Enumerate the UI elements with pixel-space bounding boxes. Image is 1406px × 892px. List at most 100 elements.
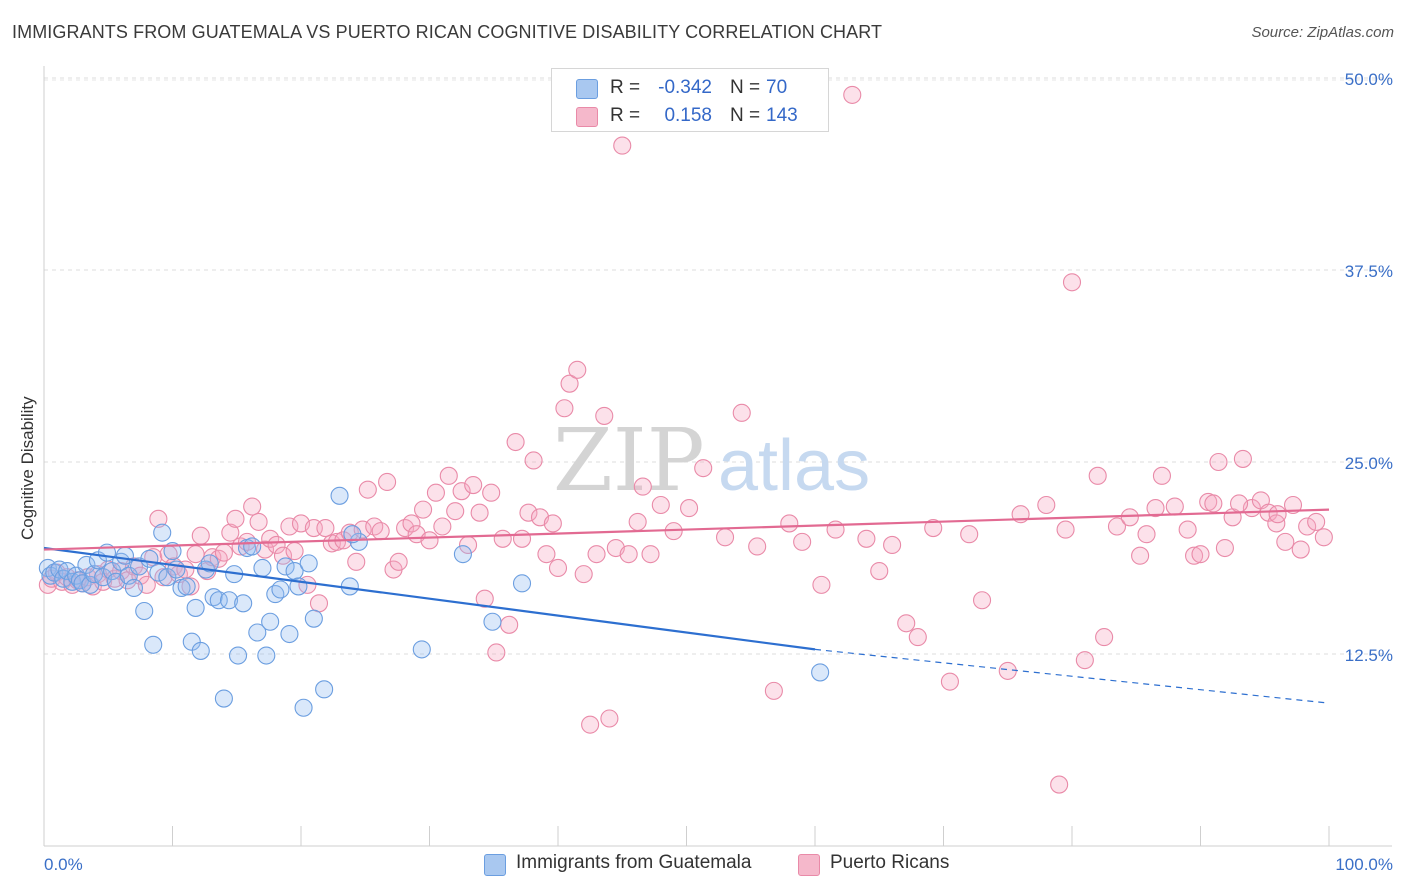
bottom-legend-label: Immigrants from Guatemala — [516, 852, 752, 873]
data-point — [857, 529, 876, 548]
data-point — [358, 480, 377, 499]
x-tick-label: 0.0% — [44, 855, 83, 874]
data-point — [812, 575, 831, 594]
data-point — [365, 517, 384, 536]
data-point — [1107, 517, 1127, 536]
watermark-atlas: atlas — [718, 426, 870, 506]
chart-title: IMMIGRANTS FROM GUATEMALA VS PUERTO RICA… — [12, 22, 883, 42]
data-point — [1178, 520, 1197, 539]
data-point — [1276, 532, 1295, 551]
data-point — [1131, 546, 1150, 565]
legend-row-guatemala: R = -0.342 N = 70 — [552, 73, 828, 101]
data-point — [446, 502, 465, 521]
data-point — [315, 680, 334, 699]
data-point — [811, 663, 830, 682]
data-point — [793, 532, 812, 551]
data-point — [191, 526, 210, 545]
data-point — [214, 689, 233, 708]
data-point — [548, 558, 568, 578]
data-point — [613, 136, 632, 155]
data-point — [464, 475, 483, 495]
data-point — [1268, 505, 1287, 524]
data-point — [412, 640, 431, 659]
data-point — [1095, 628, 1114, 647]
data-point — [294, 698, 313, 717]
data-point — [1204, 494, 1223, 513]
data-point — [204, 588, 223, 607]
data-point — [633, 477, 652, 496]
data-point — [972, 591, 992, 610]
data-point — [600, 709, 619, 728]
y-tick-label: 37.5% — [1345, 262, 1393, 281]
data-point — [1146, 499, 1165, 518]
data-point — [619, 545, 638, 564]
data-point — [1152, 466, 1171, 485]
data-point — [298, 575, 317, 594]
data-point — [219, 591, 239, 610]
data-point — [144, 635, 163, 654]
data-point — [280, 517, 299, 536]
data-point — [1056, 520, 1075, 539]
tick-labels: 12.5% 25.0% 37.5% 50.0% 0.0% 100.0% — [44, 70, 1393, 874]
legend-swatch-puerto-ricans — [576, 107, 598, 127]
data-point — [512, 574, 532, 593]
data-point — [234, 594, 253, 613]
data-point — [500, 615, 519, 634]
data-point — [680, 499, 699, 518]
data-point — [273, 546, 293, 565]
data-point — [506, 432, 525, 452]
data-point — [130, 557, 149, 576]
trend-line-guatemala-extrapolated — [814, 648, 1330, 704]
y-tick-label: 50.0% — [1345, 70, 1393, 89]
data-point — [271, 580, 290, 599]
data-point — [186, 598, 205, 617]
legend-swatch-guatemala — [576, 79, 598, 99]
data-point — [843, 85, 862, 104]
data-point — [221, 523, 240, 542]
data-point — [908, 628, 927, 647]
data-point — [470, 503, 489, 522]
data-point — [883, 535, 902, 554]
data-point — [826, 520, 845, 539]
bottom-legend-swatch-puerto-ricans — [798, 854, 820, 876]
data-point — [1291, 540, 1310, 559]
data-point — [1209, 452, 1228, 472]
data-point — [870, 562, 889, 581]
gridlines — [44, 77, 1390, 655]
data-point — [694, 459, 713, 478]
data-point — [1120, 508, 1139, 527]
data-point — [426, 483, 445, 502]
data-point — [1185, 546, 1204, 565]
data-point — [280, 624, 299, 644]
bottom-legend-swatch-guatemala — [484, 854, 506, 876]
data-point — [327, 532, 347, 551]
legend-r-label: R = — [610, 105, 641, 126]
data-point — [304, 609, 323, 628]
data-point — [940, 672, 959, 691]
data-point — [487, 643, 506, 662]
data-point — [249, 512, 268, 531]
data-point — [285, 542, 304, 561]
data-point — [1075, 651, 1094, 670]
data-point — [276, 557, 295, 576]
legend-n-value: 143 — [766, 105, 798, 126]
data-point — [924, 518, 943, 538]
data-point — [1267, 514, 1286, 533]
trend-lines — [43, 508, 1330, 704]
data-point — [1215, 538, 1234, 558]
data-point — [560, 374, 579, 393]
data-point — [1137, 525, 1156, 544]
data-point — [780, 514, 799, 533]
data-point — [267, 535, 286, 554]
data-point — [439, 466, 458, 485]
data-point — [420, 531, 439, 550]
data-point — [228, 646, 248, 665]
data-point — [163, 542, 182, 561]
data-point — [748, 537, 767, 556]
data-point — [261, 612, 280, 631]
data-point — [453, 545, 472, 564]
data-point — [1088, 466, 1107, 485]
data-point — [149, 509, 168, 528]
data-point — [1165, 497, 1184, 516]
data-point — [181, 577, 200, 596]
